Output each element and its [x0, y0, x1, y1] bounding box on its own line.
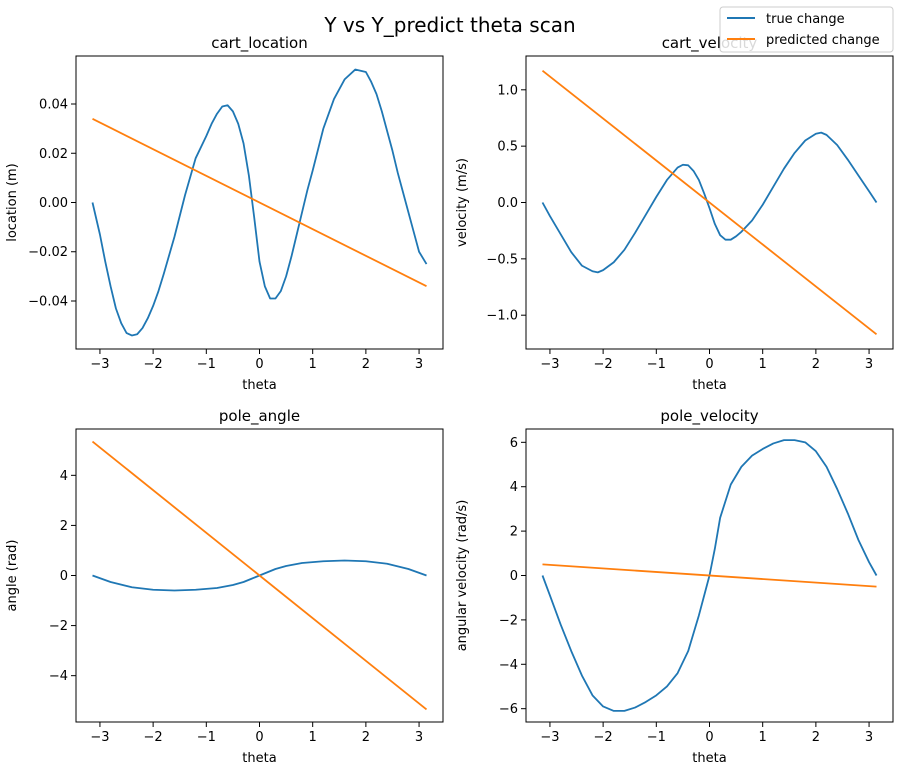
pole-angle-ytick-label: 4 — [60, 469, 68, 484]
pole-velocity-xtick-label: −1 — [647, 730, 666, 745]
pole-angle-ytick-label: −2 — [49, 619, 68, 634]
pole-velocity-xtick-label: 1 — [759, 730, 767, 745]
pole-angle-xtick-label: −2 — [144, 730, 163, 745]
pole-velocity-title: pole_velocity — [660, 407, 758, 426]
pole-velocity-ytick-label: −2 — [499, 613, 518, 628]
cart-velocity-xtick-label: 0 — [705, 357, 713, 372]
cart-location-ytick-label: 0.02 — [39, 147, 68, 162]
pole-angle-ylabel: angle (rad) — [5, 540, 20, 612]
cart-location-xtick-label: −3 — [90, 357, 109, 372]
legend-frame — [719, 6, 894, 53]
subplot-cart-location: −3 −2 −1 0 1 2 3 −0.04 −0.02 0.00 0.02 0.04 cart_loc… — [5, 34, 444, 393]
cart-velocity-ylabel: velocity (m/s) — [455, 158, 470, 247]
cart-location-ytick-label: 0.04 — [39, 98, 68, 113]
cart-location-ytick-label: −0.02 — [28, 245, 68, 260]
cart-velocity-xlabel: theta — [692, 378, 726, 393]
cart-velocity-series-true-change-line — [541, 131, 878, 274]
pole-angle-xtick-label: 1 — [309, 730, 317, 745]
pole-angle-ytick-label: 0 — [60, 569, 68, 584]
pole-velocity-ytick-label: 6 — [510, 436, 518, 451]
legend-label-true-change: true change — [766, 12, 845, 27]
pole-angle-xtick-label: 3 — [415, 730, 423, 745]
cart-location-ylabel: location (m) — [5, 163, 20, 242]
cart-location-series-predicted-change-line — [92, 117, 427, 288]
cart-velocity-xtick-label: −2 — [594, 357, 613, 372]
pole-angle-xtick-label: 0 — [255, 730, 263, 745]
pole-angle-series-predicted-change-line — [91, 440, 428, 711]
cart-velocity-xtick-label: −3 — [540, 357, 559, 372]
pole-angle-title: pole_angle — [219, 407, 300, 426]
subplot-cart-velocity: −3 −2 −1 0 1 2 3−1.0−0.50.00.51.0cart_velocity… — [455, 34, 894, 393]
cart-velocity-ytick-label: 1.0 — [497, 83, 518, 98]
cart-velocity-series-predicted-change-line — [541, 69, 878, 336]
pole-angle-xtick-label: −3 — [90, 730, 109, 745]
cart-velocity-xtick-label: −1 — [647, 357, 666, 372]
cart-location-ytick-label: 0.00 — [39, 196, 68, 211]
pole-velocity-ytick-label: −6 — [499, 702, 518, 717]
cart-location-xlabel: theta — [242, 378, 276, 393]
legend-label-predicted-change: predicted change — [766, 33, 880, 48]
pole-velocity-xtick-label: −3 — [540, 730, 559, 745]
figure-suptitle: Y vs Y_predict theta scan — [323, 13, 575, 37]
pole-velocity-ylabel: angular velocity (rad/s) — [455, 500, 470, 652]
cart-location-ytick-label: −0.04 — [28, 294, 68, 309]
cart-location-xtick-label: 3 — [415, 357, 423, 372]
cart-velocity-ytick-label: −1.0 — [486, 309, 518, 324]
cart-location-xtick-label: 0 — [255, 357, 263, 372]
pole-angle-xtick-label: 2 — [362, 730, 370, 745]
cart-location-xtick-label: 1 — [309, 357, 317, 372]
pole-velocity-ytick-label: −4 — [499, 658, 518, 673]
pole-velocity-ytick-label: 0 — [510, 569, 518, 584]
cart-velocity-ytick-label: 0.0 — [497, 196, 518, 211]
pole-velocity-ytick-label: 2 — [510, 525, 518, 540]
pole-velocity-xtick-label: 2 — [812, 730, 820, 745]
pole-velocity-series-predicted-change-line — [542, 563, 877, 588]
cart-velocity-ytick-label: −0.5 — [486, 252, 518, 267]
pole-angle-xlabel: theta — [242, 751, 276, 766]
cart-velocity-ytick-label: 0.5 — [497, 140, 518, 155]
cart-velocity-xtick-label: 1 — [759, 357, 767, 372]
cart-velocity-xtick-label: 2 — [812, 357, 820, 372]
cart-location-title: cart_location — [211, 34, 308, 53]
legend: true change predicted change — [719, 6, 894, 53]
pole-velocity-xtick-label: 3 — [865, 730, 873, 745]
pole-angle-xtick-label: −1 — [197, 730, 216, 745]
pole-velocity-xtick-label: 0 — [705, 730, 713, 745]
cart-velocity-xtick-label: 3 — [865, 357, 873, 372]
pole-velocity-xtick-label: −2 — [594, 730, 613, 745]
cart-location-series-true-change-line — [91, 68, 428, 337]
pole-velocity-xlabel: theta — [692, 751, 726, 766]
cart-location-xtick-label: 2 — [362, 357, 370, 372]
pole-angle-ytick-label: −4 — [49, 669, 68, 684]
cart-location-xtick-label: −1 — [197, 357, 216, 372]
pole-angle-ytick-label: 2 — [60, 519, 68, 534]
cart-location-xtick-label: −2 — [144, 357, 163, 372]
pole-velocity-ytick-label: 4 — [510, 480, 518, 495]
